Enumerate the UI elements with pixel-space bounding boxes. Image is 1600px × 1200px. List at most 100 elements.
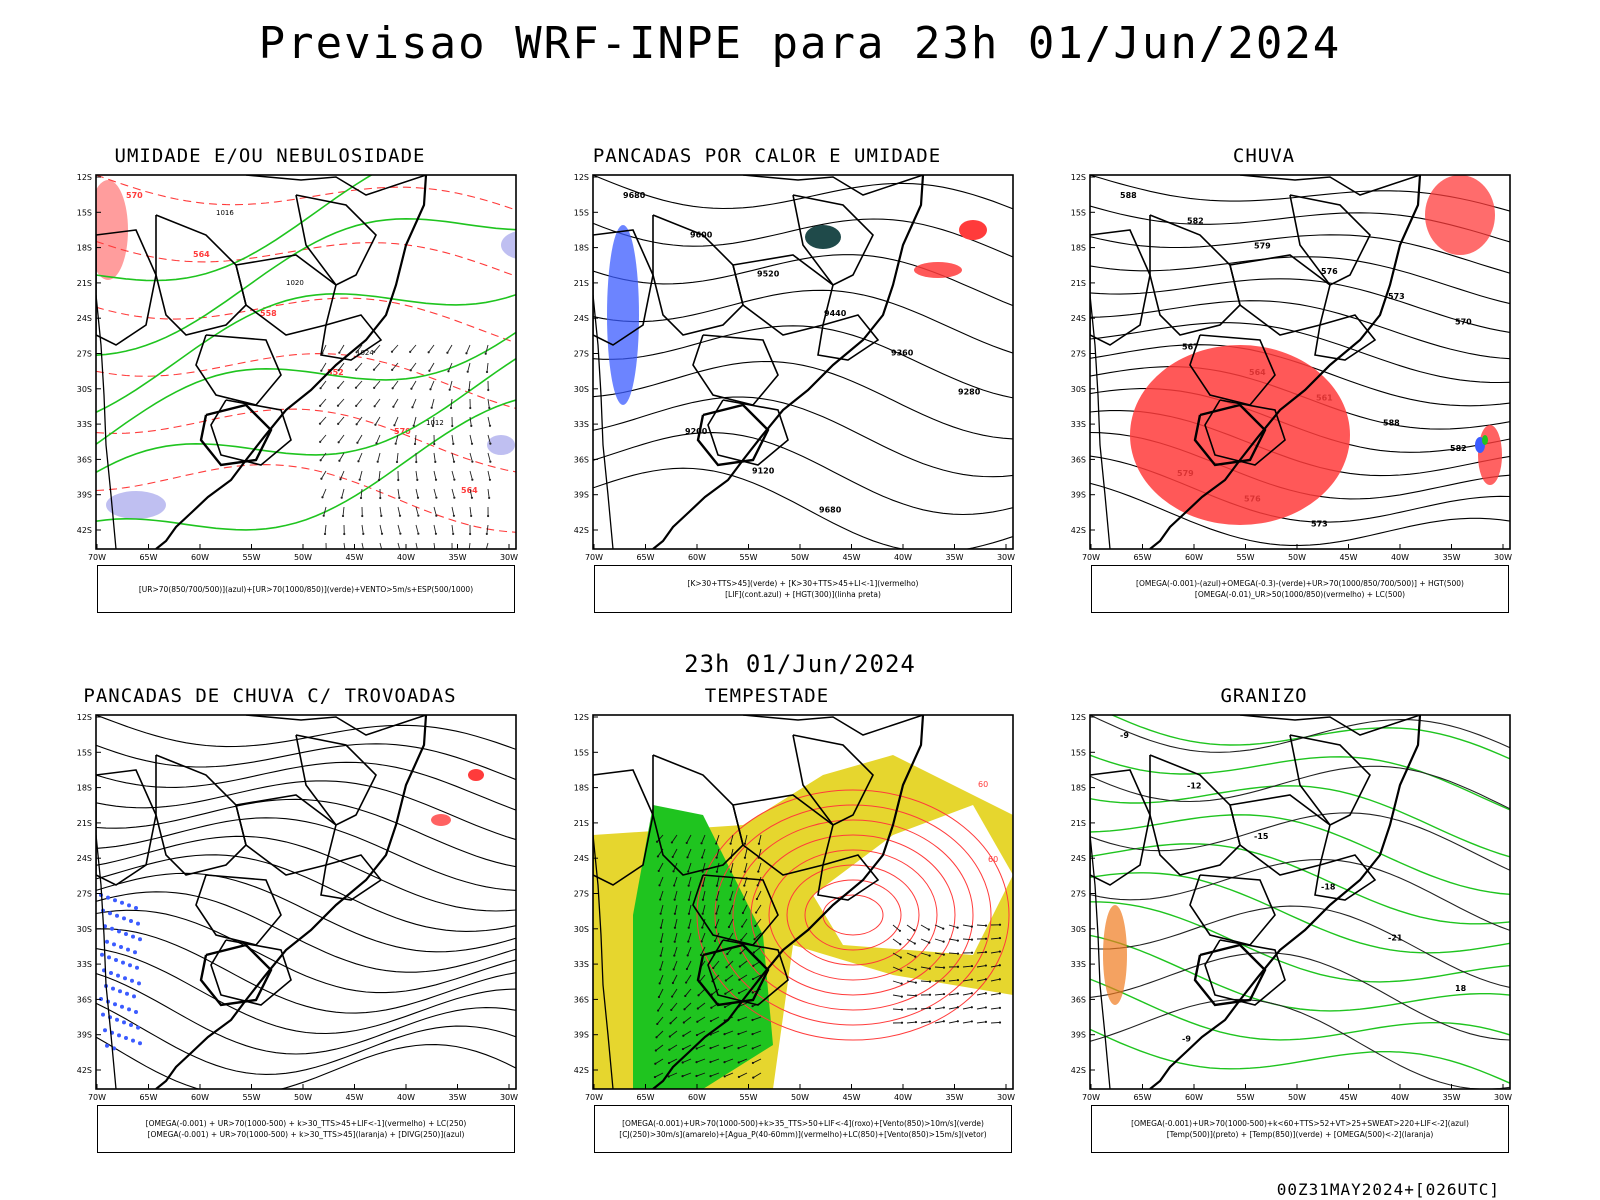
vector-head [701, 870, 704, 873]
lon-label: 35W [448, 1093, 466, 1102]
vector-head [928, 941, 931, 944]
wind-vector [466, 344, 471, 354]
lat-label: 30S [77, 925, 92, 934]
lat-label: 18S [1071, 784, 1086, 793]
wind-vector [413, 416, 417, 426]
wind-vector [355, 362, 363, 371]
wind-vector [469, 488, 473, 498]
vector-head [673, 884, 676, 887]
forecast-panel: GRANIZO -9 -12 -15 -18 -21 18 -9 12S 15S 18S 21S 24S… [1034, 685, 1512, 1175]
wind-vector [486, 524, 489, 534]
vector-head [467, 388, 471, 392]
wind-vector [673, 960, 678, 970]
wind-vector [934, 993, 944, 996]
wind-vector [415, 524, 419, 534]
legend-line: [OMEGA(-0.01)_UR>50(1000/850)(vermelho) … [1194, 590, 1406, 599]
wind-vector [754, 932, 762, 940]
vector-head [927, 928, 930, 931]
contour-line [1090, 300, 1510, 360]
wind-vector [415, 488, 419, 498]
wind-vector [430, 380, 435, 390]
divergence-dot [100, 952, 104, 957]
wind-vector [687, 862, 692, 872]
wind-vector [726, 960, 734, 968]
lon-label: 35W [1442, 1093, 1460, 1102]
vector-head [654, 1062, 657, 1065]
vector-head [435, 514, 438, 517]
vector-head [942, 1006, 945, 1009]
wind-vector [990, 1007, 1000, 1010]
map-content: 60 60 [593, 715, 1013, 1089]
state-border [593, 229, 654, 346]
wind-vector [696, 1030, 706, 1036]
wind-vector [660, 904, 664, 914]
wind-vector [373, 362, 381, 371]
wind-vector [712, 960, 720, 969]
divergence-dot [120, 1004, 124, 1009]
vector-head [448, 388, 451, 391]
contour-line [96, 928, 516, 1014]
contour-line [1090, 234, 1510, 274]
orange-omega-area [1103, 905, 1127, 1005]
wind-vector [672, 848, 678, 858]
vector-head [751, 1033, 754, 1036]
vector-head [668, 1035, 671, 1038]
vector-head [741, 911, 745, 915]
vector-head [729, 870, 733, 873]
contour-line [96, 743, 516, 781]
divergence-dot [122, 916, 126, 921]
lon-label: 45W [345, 553, 363, 562]
lat-label: 36S [77, 455, 92, 464]
contour-label: -21 [1388, 933, 1403, 942]
vector-head [468, 551, 470, 553]
wind-vector [710, 1072, 720, 1077]
wind-vector [754, 918, 762, 927]
wind-vector [696, 1058, 706, 1063]
vector-head [673, 912, 677, 915]
wind-vector [431, 398, 435, 408]
vector-head [320, 477, 323, 480]
contour-line [1090, 952, 1510, 1041]
divergence-dot [101, 1012, 105, 1017]
vector-head [737, 1047, 740, 1050]
vector-head [700, 940, 703, 943]
lat-label: 36S [574, 995, 589, 1004]
vector-head [394, 442, 397, 445]
wind-vector [451, 506, 455, 516]
wind-vector [990, 992, 1000, 996]
contour-label: 9360 [891, 348, 914, 357]
lat-label: 24S [574, 314, 589, 323]
vector-head [695, 1033, 699, 1037]
vector-head [723, 1033, 726, 1036]
wind-vector [742, 904, 748, 914]
vector-head [417, 514, 420, 517]
vector-head [899, 956, 902, 959]
contour-line [96, 331, 516, 445]
divergence-dot [127, 903, 131, 908]
contour-line [1110, 715, 1510, 760]
state-border [155, 754, 247, 876]
contour-line [1090, 765, 1510, 810]
lon-label: 45W [1339, 553, 1357, 562]
forecast-panel: CHUVA58858257957657357056756456158858257… [1034, 145, 1512, 635]
wind-vector [672, 974, 678, 984]
wind-vector [485, 344, 489, 354]
wind-vector [432, 416, 435, 426]
wind-vector [655, 1058, 664, 1065]
lon-label: 50W [791, 1093, 809, 1102]
wind-vector [962, 965, 972, 968]
vector-head [653, 1075, 657, 1079]
vector-head [358, 478, 361, 481]
vector-head [484, 551, 486, 553]
vector-head [713, 939, 717, 943]
vector-head [341, 514, 345, 518]
map-content: 5885825795765735705675645615885825795765… [1090, 175, 1510, 549]
vector-head [354, 386, 358, 389]
vector-head [470, 514, 473, 518]
vector-head [487, 388, 490, 392]
lat-label: 42S [574, 1066, 589, 1075]
wind-vector [756, 890, 762, 900]
vector-head [413, 442, 417, 446]
lat-label: 36S [77, 995, 92, 1004]
wind-vector [701, 932, 706, 942]
